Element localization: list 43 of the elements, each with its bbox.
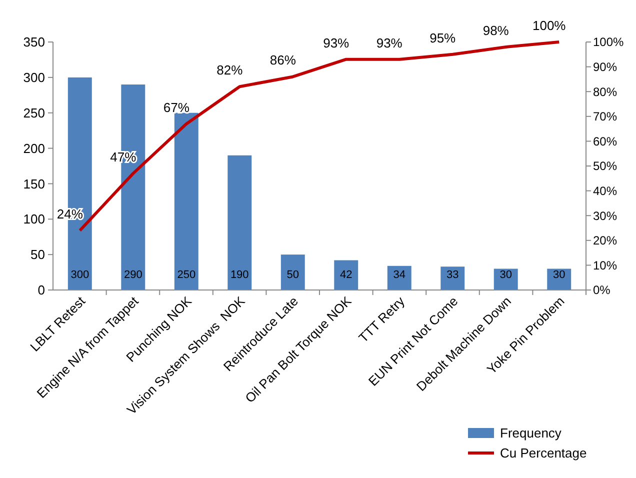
data-label: 86% xyxy=(270,52,296,68)
y2-tick-label: 70% xyxy=(593,110,618,124)
y-tick-label: 50 xyxy=(30,247,45,262)
data-label: 190 xyxy=(230,269,249,281)
y2-tick-label: 100% xyxy=(593,35,624,50)
y2-tick-label: 30% xyxy=(593,208,618,223)
y-tick-label: 100 xyxy=(23,212,45,227)
data-label: 95% xyxy=(430,30,456,46)
data-label: 290 xyxy=(124,269,142,281)
y2-tick-label: 50% xyxy=(593,159,618,174)
y-tick-label: 0 xyxy=(38,282,45,298)
data-label: 34 xyxy=(393,269,406,281)
y2-tick-label: 60% xyxy=(593,134,618,148)
y2-tick-label: 0% xyxy=(593,283,611,298)
data-label: 50 xyxy=(286,269,299,281)
data-label: 33 xyxy=(446,269,459,281)
bar xyxy=(174,112,198,290)
y-tick-label: 350 xyxy=(23,34,45,50)
y-tick-label: 150 xyxy=(23,176,45,192)
y2-tick-label: 20% xyxy=(593,234,618,248)
y-tick-label: 250 xyxy=(23,105,45,120)
data-label: 67% xyxy=(163,100,190,115)
y2-tick-label: 80% xyxy=(593,84,618,99)
data-label: 30 xyxy=(552,269,566,281)
data-label: 300 xyxy=(70,269,90,281)
data-label: 98% xyxy=(482,22,510,38)
y-tick-label: 200 xyxy=(23,140,45,156)
data-label: 42 xyxy=(340,269,352,281)
data-label: 93% xyxy=(323,35,350,50)
y2-tick-label: 10% xyxy=(593,258,618,272)
legend-label: Cu Percentage xyxy=(500,446,587,461)
y2-tick-label: 90% xyxy=(593,60,618,74)
data-label: 93% xyxy=(376,35,403,50)
bar xyxy=(334,260,358,290)
data-label: 100% xyxy=(532,18,566,33)
bar xyxy=(280,254,305,290)
data-label: 250 xyxy=(177,269,196,281)
data-label: 30 xyxy=(500,269,512,281)
bar xyxy=(228,155,252,290)
y2-tick-label: 40% xyxy=(593,184,618,198)
legend-label: Frequency xyxy=(500,426,562,441)
y-tick-label: 300 xyxy=(23,70,45,85)
data-label: 82% xyxy=(216,62,244,78)
